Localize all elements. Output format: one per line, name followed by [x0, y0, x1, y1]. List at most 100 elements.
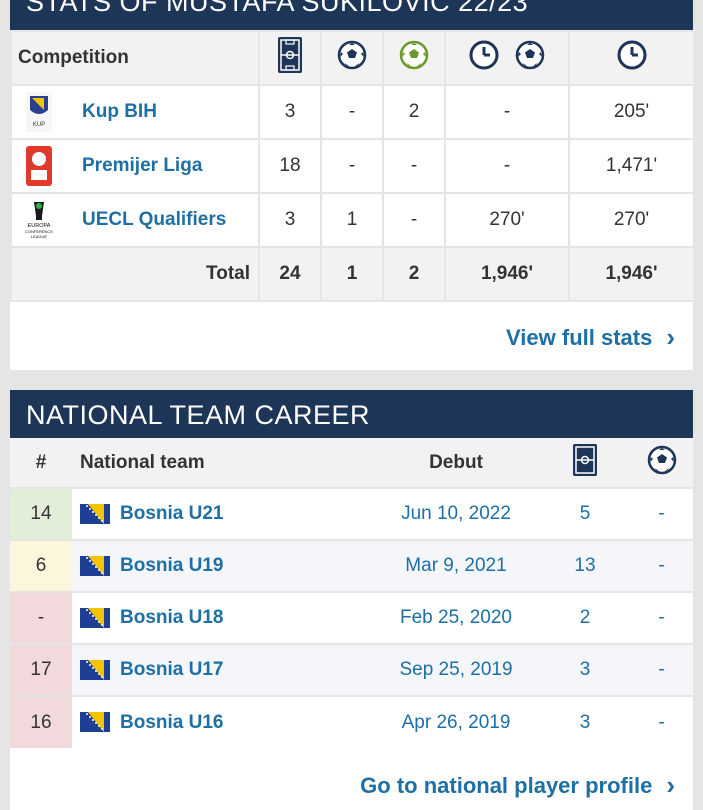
apps-cell[interactable]: 3: [540, 643, 630, 696]
ball-icon: [515, 40, 545, 70]
team-cell[interactable]: Bosnia U21: [72, 487, 372, 540]
apps-cell[interactable]: 2: [540, 591, 630, 644]
bosnia-flag-icon: [80, 607, 110, 628]
competition-name[interactable]: Kup BIH: [82, 101, 157, 122]
competition-name[interactable]: Premijer Liga: [82, 155, 203, 176]
minutes-per-goal-header: [444, 30, 570, 86]
team-header: National team: [72, 438, 372, 488]
team-cell[interactable]: Bosnia U19: [72, 539, 372, 592]
apps-cell[interactable]: 3: [258, 192, 322, 248]
chevron-right-icon: ›: [666, 770, 675, 800]
national-team-title: NATIONAL TEAM CAREER: [26, 400, 371, 430]
pitch-icon: [277, 36, 303, 74]
debut-date[interactable]: Apr 26, 2019: [372, 695, 540, 748]
competition-header: Competition: [10, 30, 260, 86]
number-header: #: [10, 438, 72, 488]
ball-icon: [337, 40, 367, 70]
shirt-number: -: [10, 591, 72, 644]
apps-cell[interactable]: 3: [540, 695, 630, 748]
svg-text:KUP: KUP: [33, 122, 45, 128]
total-apps: 24: [258, 246, 322, 302]
stats-title: STATS OF MUSTAFA ŠUKILOVIĆ 22/23: [26, 0, 529, 17]
total-mins-per-goal: 1,946': [444, 246, 570, 302]
stats-row: EUROPA CONFERENCE LEAGUE UECL Qualifiers 3…: [10, 192, 695, 248]
assists-cell: -: [382, 138, 446, 194]
uecl-logo-icon: EUROPA CONFERENCE LEAGUE: [18, 199, 60, 241]
national-team-header: NATIONAL TEAM CAREER: [10, 390, 693, 438]
assists-header: [382, 30, 446, 86]
goals-header: [320, 30, 384, 86]
team-name[interactable]: Bosnia U18: [120, 607, 224, 628]
debut-date[interactable]: Feb 25, 2020: [372, 591, 540, 644]
competition-cell[interactable]: Premijer Liga: [10, 138, 260, 194]
total-label: Total: [10, 246, 260, 302]
national-profile-link[interactable]: Go to national player profile ›: [360, 770, 675, 801]
stats-card: STATS OF MUSTAFA ŠUKILOVIĆ 22/23 Competi…: [10, 0, 695, 370]
national-team-row: 14 Bosnia U21 Jun 10, 2022 5-: [10, 487, 693, 540]
bosnia-flag-icon: [80, 503, 110, 524]
apps-cell[interactable]: 3: [258, 84, 322, 140]
debut-date[interactable]: Sep 25, 2019: [372, 643, 540, 696]
svg-text:CONFERENCE: CONFERENCE: [25, 229, 53, 234]
national-team-row: 16 Bosnia U16 Apr 26, 2019 3-: [10, 695, 693, 748]
mins-per-goal-cell: -: [444, 138, 570, 194]
total-minutes: 1,946': [568, 246, 695, 302]
apps-cell[interactable]: 5: [540, 487, 630, 540]
bosnia-flag-icon: [80, 555, 110, 576]
stats-header: STATS OF MUSTAFA ŠUKILOVIĆ 22/23: [10, 0, 693, 30]
national-team-card: NATIONAL TEAM CAREER # National team Deb…: [10, 390, 693, 810]
premijer-liga-logo-icon: [18, 145, 60, 187]
minutes-header: [568, 30, 695, 86]
competition-name[interactable]: UECL Qualifiers: [82, 209, 227, 230]
team-name[interactable]: Bosnia U21: [120, 503, 224, 524]
assists-cell: 2: [382, 84, 446, 140]
assists-cell: -: [382, 192, 446, 248]
competition-cell[interactable]: KUP Kup BIH: [10, 84, 260, 140]
goals-cell: -: [630, 695, 693, 748]
ball-icon: [647, 445, 677, 475]
debut-date[interactable]: Jun 10, 2022: [372, 487, 540, 540]
goals-cell: -: [630, 539, 693, 592]
goals-cell: 1: [320, 192, 384, 248]
competition-cell[interactable]: EUROPA CONFERENCE LEAGUE UECL Qualifiers: [10, 192, 260, 248]
national-team-row: 17 Bosnia U17 Sep 25, 2019 3-: [10, 643, 693, 696]
team-name[interactable]: Bosnia U19: [120, 555, 224, 576]
stats-row: Premijer Liga 18 - - - 1,471': [10, 138, 695, 194]
team-cell[interactable]: Bosnia U16: [72, 695, 372, 748]
mins-per-goal-cell: 270': [444, 192, 570, 248]
shirt-number: 16: [10, 695, 72, 748]
debut-date[interactable]: Mar 9, 2021: [372, 539, 540, 592]
team-name[interactable]: Bosnia U16: [120, 711, 224, 733]
stats-table: Competition: [10, 30, 695, 302]
shirt-number: 17: [10, 643, 72, 696]
total-assists: 2: [382, 246, 446, 302]
team-cell[interactable]: Bosnia U18: [72, 591, 372, 644]
pitch-icon: [572, 443, 598, 477]
mins-per-goal-cell: -: [444, 84, 570, 140]
stats-header-row: Competition: [10, 30, 695, 86]
kup-bih-logo-icon: KUP: [18, 91, 60, 133]
appearances-header: [540, 438, 630, 488]
green-ball-icon: [399, 40, 429, 70]
appearances-header: [258, 30, 322, 86]
goals-cell: -: [320, 138, 384, 194]
shirt-number: 14: [10, 487, 72, 540]
team-cell[interactable]: Bosnia U17: [72, 643, 372, 696]
national-team-row: 6 Bosnia U19 Mar 9, 2021 13-: [10, 539, 693, 592]
apps-cell[interactable]: 18: [258, 138, 322, 194]
view-full-stats-link[interactable]: View full stats ›: [506, 322, 675, 353]
national-team-row: - Bosnia U18 Feb 25, 2020 2-: [10, 591, 693, 644]
bosnia-flag-icon: [80, 712, 110, 733]
clock-icon: [469, 40, 499, 70]
goals-cell: -: [630, 487, 693, 540]
goals-cell: -: [320, 84, 384, 140]
apps-cell[interactable]: 13: [540, 539, 630, 592]
national-header-row: # National team Debut: [10, 438, 693, 488]
team-name[interactable]: Bosnia U17: [120, 659, 224, 680]
chevron-right-icon: ›: [666, 322, 675, 352]
minutes-cell: 205': [568, 84, 695, 140]
national-profile-label: Go to national player profile: [360, 772, 653, 798]
minutes-cell: 270': [568, 192, 695, 248]
svg-text:LEAGUE: LEAGUE: [31, 234, 48, 239]
goals-header: [630, 438, 693, 488]
